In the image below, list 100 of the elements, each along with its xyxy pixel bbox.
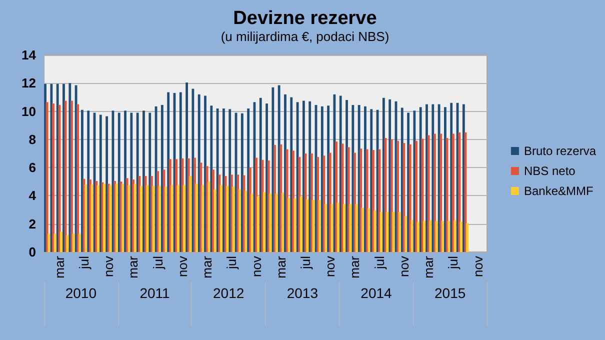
bar [183, 185, 186, 252]
bar [421, 138, 424, 252]
bar [148, 112, 152, 252]
bar [346, 100, 348, 252]
bar [308, 101, 312, 252]
bar [281, 192, 284, 252]
bar [368, 208, 370, 252]
x-tick-label: mar [273, 255, 288, 278]
x-tick-label: nov [101, 256, 116, 277]
bar [70, 100, 73, 252]
text: 2011 [140, 285, 170, 301]
bar [170, 185, 174, 252]
bar [290, 97, 293, 252]
bar [320, 106, 324, 252]
bar [402, 142, 406, 252]
bar [458, 132, 461, 252]
bar [52, 104, 54, 252]
bar [434, 134, 436, 252]
bar [396, 140, 399, 252]
bar [58, 104, 61, 252]
x-tick-label: nov [174, 256, 190, 277]
text: 2013 [286, 285, 318, 301]
x-tick-label: mar [126, 255, 141, 278]
y-tick-label: 0 [28, 244, 36, 260]
bar [352, 104, 354, 252]
bar [186, 82, 188, 252]
x-tick-label: jul [150, 256, 166, 270]
bar [312, 200, 315, 252]
bar [269, 194, 272, 252]
bar [272, 87, 274, 252]
bar [140, 186, 142, 252]
bar [146, 185, 149, 252]
bar [300, 196, 302, 252]
bar [298, 157, 301, 252]
legend-label: Bruto rezerva [524, 144, 596, 158]
bar [361, 208, 364, 252]
bar [327, 106, 330, 252]
bar [87, 110, 90, 252]
legend-label: Banke&MMF [524, 184, 594, 198]
bar [335, 142, 338, 252]
bar [274, 145, 276, 252]
bar [60, 232, 62, 252]
bar [266, 104, 268, 252]
bar [99, 114, 102, 252]
bar [386, 212, 388, 252]
bar [128, 185, 130, 252]
x-tick-label: jul [298, 256, 313, 270]
bar [284, 94, 286, 252]
bar [336, 202, 340, 252]
x-tick-label: mar [347, 255, 362, 278]
bar [392, 212, 395, 252]
bar [360, 148, 362, 252]
bar [238, 189, 241, 252]
bar [288, 198, 290, 252]
bar [220, 185, 222, 252]
bar [142, 110, 145, 252]
bar [164, 186, 167, 252]
bar [90, 184, 94, 252]
bar [46, 102, 48, 252]
bar [208, 182, 210, 252]
bar [192, 88, 194, 252]
bar [255, 158, 258, 252]
bar [349, 204, 352, 252]
bar [302, 100, 305, 252]
bar [378, 149, 381, 252]
bar [380, 212, 382, 252]
bar [341, 144, 344, 252]
bar [440, 134, 442, 252]
text: 2015 [434, 285, 466, 301]
bar [452, 134, 454, 252]
bar [398, 212, 401, 252]
y-tick-label: 6 [28, 160, 36, 176]
bar [429, 220, 432, 252]
bar [415, 140, 418, 252]
bar [201, 185, 204, 252]
bar [80, 110, 84, 252]
bar [256, 196, 260, 252]
bar [158, 186, 161, 252]
bar [96, 185, 100, 252]
bar [448, 221, 450, 252]
x-tick-label: jul [76, 256, 92, 270]
bar [167, 92, 170, 252]
bar [84, 184, 87, 252]
text: 2010 [65, 285, 97, 301]
bar [76, 104, 80, 252]
bar [318, 200, 321, 252]
bar [240, 113, 244, 252]
text: 2012 [213, 285, 244, 301]
bar [306, 199, 308, 252]
x-tick-label: jul [372, 256, 387, 270]
x-tick-label: mar [52, 255, 67, 278]
bar [330, 204, 334, 252]
y-tick-label: 8 [28, 132, 36, 147]
bar [106, 116, 108, 252]
y-tick-label: 2 [28, 216, 36, 232]
bar [66, 235, 69, 252]
bar [222, 108, 225, 252]
bar [316, 157, 319, 252]
bar [160, 104, 164, 252]
y-tick-label: 14 [22, 48, 37, 62]
